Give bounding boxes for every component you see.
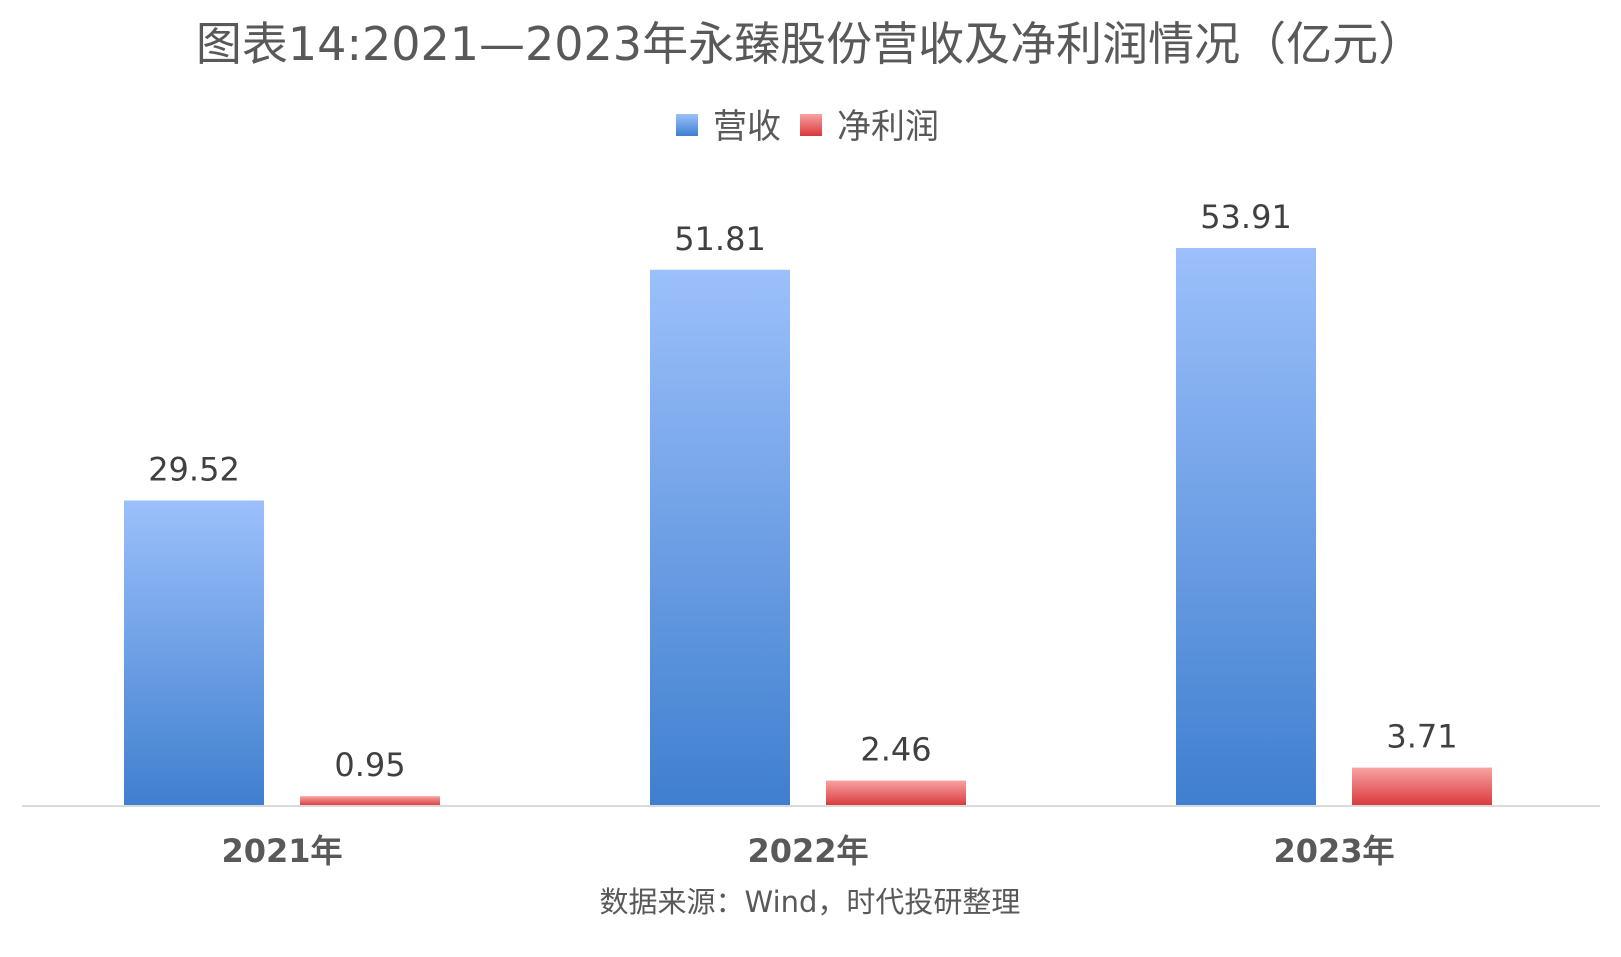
category-labels-layer: 2021年 2022年 2023年 [221,832,1394,870]
value-label-revenue-2: 51.81 [674,220,766,258]
value-labels-layer: 29.52 0.95 51.81 2.46 53.91 3.71 [148,198,1457,784]
category-label-3: 2023年 [1273,832,1394,870]
bar-net-profit-2 [826,780,966,806]
source-note: 数据来源：Wind，时代投研整理 [600,885,1021,919]
bar-revenue-3 [1176,248,1316,806]
bar-revenue-1 [124,500,264,806]
value-label-net-profit-2: 2.46 [860,731,931,769]
category-label-2: 2022年 [747,832,868,870]
bars-layer [124,248,1492,807]
value-label-revenue-3: 53.91 [1200,198,1292,236]
value-label-net-profit-3: 3.71 [1386,718,1457,756]
legend-label-revenue: 营收 [713,107,781,147]
chart-title: 图表14:2021—2023年永臻股份营收及净利润情况（亿元） [196,17,1424,71]
value-label-revenue-1: 29.52 [148,450,240,488]
value-label-net-profit-1: 0.95 [334,746,405,784]
legend-swatch-net-profit [800,114,822,136]
bar-net-profit-1 [300,796,440,806]
bar-revenue-2 [650,269,790,807]
legend-swatch-revenue [676,114,698,136]
category-label-1: 2021年 [221,832,342,870]
legend: 营收 净利润 [676,107,939,147]
legend-label-net-profit: 净利润 [837,107,939,147]
bar-net-profit-3 [1352,767,1492,806]
